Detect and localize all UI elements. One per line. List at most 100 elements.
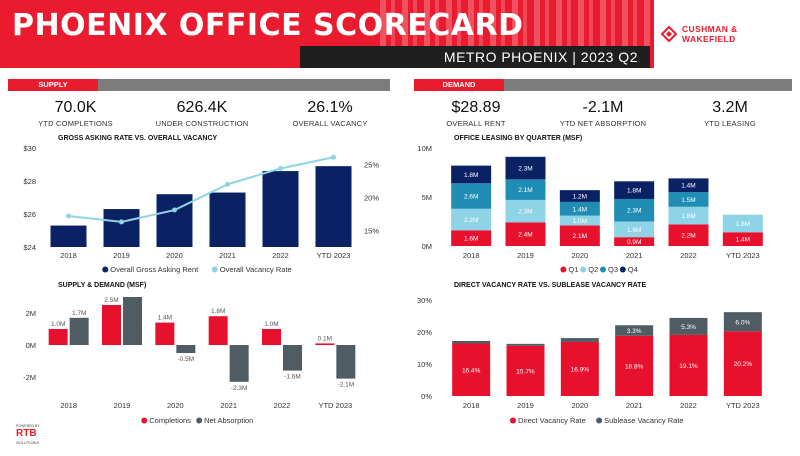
y-tick-label: 0%	[421, 392, 432, 401]
data-label: 19.1%	[679, 363, 698, 370]
kpi-label: YTD LEASING	[704, 119, 756, 128]
x-tick-label: 2022	[272, 251, 289, 260]
bar-completions	[262, 329, 281, 345]
bar-direct-vacancy-rate	[506, 345, 545, 396]
data-label: 6.0%	[735, 319, 750, 326]
x-tick-label: 2018	[60, 401, 77, 410]
page-title: PHOENIX OFFICE SCORECARD	[12, 8, 524, 43]
kpi-ytd-net-absorption: -2.1M YTD NET ABSORPTION	[543, 99, 663, 128]
x-tick-label: 2018	[463, 401, 480, 410]
y-tick-label: $30	[23, 144, 36, 153]
data-label: -2.1M	[338, 382, 355, 389]
badge-line3: SOLUTIONS	[16, 440, 40, 445]
bar-q2	[614, 221, 655, 238]
x-tick-label: 2019	[517, 251, 534, 260]
data-label: -1.6M	[284, 374, 301, 381]
data-label: 1.0M	[573, 218, 587, 225]
kpi-ytd-completions: 70.0K YTD COMPLETIONS	[18, 99, 133, 128]
legend-marker	[600, 266, 606, 273]
data-label: 1.8M	[211, 308, 225, 315]
data-label: 1.0M	[51, 321, 65, 328]
bar-completions	[102, 305, 121, 345]
vacancy-line	[68, 156, 334, 223]
data-label: 1.6M	[627, 227, 641, 234]
kpi-ytd-leasing: 3.2M YTD LEASING	[670, 99, 790, 128]
bar-sublease-vacancy-rate	[560, 338, 599, 342]
data-label: 1.4M	[681, 183, 695, 190]
demand-section-bar: DEMAND	[414, 79, 792, 91]
legend-label: Overall Vacancy Rate	[220, 265, 292, 274]
data-label: 1.0M	[264, 321, 278, 328]
bar-rent	[156, 194, 193, 247]
bar-q3	[505, 179, 546, 200]
legend-marker	[102, 266, 109, 273]
legend-label: Net Absorption	[204, 416, 253, 425]
y-tick-label: $26	[23, 210, 36, 219]
x-tick-label: 2018	[60, 251, 77, 260]
x-tick-label: 2020	[571, 401, 588, 410]
kpi-value: $28.89	[451, 99, 501, 116]
y-tick-label: $24	[23, 243, 36, 252]
bar-q2	[451, 208, 492, 231]
data-label: 1.4M	[573, 206, 587, 213]
bar-q1	[668, 224, 709, 246]
x-tick-label: 2021	[219, 251, 236, 260]
data-label: 3.3%	[627, 328, 642, 335]
bar-net-absorption	[123, 297, 142, 345]
vacancy-point	[331, 154, 336, 160]
y-tick-label: -2M	[23, 373, 36, 382]
y2-tick-label: 20%	[364, 194, 379, 203]
vacancy-point	[66, 213, 71, 219]
bar-net-absorption	[283, 345, 302, 371]
header-banner: PHOENIX OFFICE SCORECARD METRO PHOENIX |…	[0, 0, 800, 68]
bar-direct-vacancy-rate	[723, 331, 762, 396]
logo-line2: WAKEFIELD	[682, 34, 736, 44]
legend-marker	[141, 417, 148, 424]
x-tick-label: 2021	[220, 401, 237, 410]
badge-line1: POWERED BY	[16, 424, 40, 428]
bar-q1	[559, 225, 600, 246]
kpi-value: 3.2M	[712, 99, 748, 116]
legend-label: Q3	[608, 265, 618, 274]
y-tick-label: $28	[23, 177, 36, 186]
legend-marker	[619, 266, 626, 273]
bar-sublease-vacancy-rate	[452, 340, 491, 344]
bar-q3	[614, 198, 655, 222]
data-label: 2.2M	[681, 233, 695, 240]
bar-direct-vacancy-rate	[615, 335, 654, 396]
data-label: 16.4%	[462, 367, 481, 374]
data-label: 2.1M	[518, 187, 532, 194]
logo-line1: CUSHMAN &	[682, 24, 738, 34]
data-label: 16.9%	[571, 366, 590, 373]
data-label: 20.2%	[734, 361, 753, 368]
data-label: 1.8M	[736, 221, 750, 228]
legend-label: Q2	[588, 265, 598, 274]
x-tick-label: YTD 2023	[726, 401, 760, 410]
supply-section-label: SUPPLY	[38, 80, 68, 89]
bar-q3	[559, 201, 600, 216]
bar-net-absorption	[176, 345, 196, 353]
x-tick-label: 2019	[114, 401, 131, 410]
bar-net-absorption	[69, 317, 89, 345]
bar-sublease-vacancy-rate	[723, 312, 762, 332]
x-tick-label: 2022	[680, 401, 697, 410]
data-label: 1.6M	[464, 236, 478, 243]
x-tick-label: 2021	[626, 401, 643, 410]
y2-tick-label: 25%	[364, 161, 379, 170]
data-label: 1.8M	[464, 172, 478, 179]
legend-label: Overall Gross Asking Rent	[110, 265, 199, 274]
bar-q4	[668, 178, 709, 193]
vacancy-point	[278, 165, 283, 171]
data-label: 1.5M	[681, 197, 695, 204]
chart-title-supply-demand: SUPPLY & DEMAND (MSF)	[58, 282, 147, 289]
bar-q1	[505, 222, 546, 246]
data-label: 2.1M	[573, 233, 587, 240]
data-label: 0.1M	[318, 335, 332, 342]
powered-by-badge: POWERED BY RTB SOLUTIONS	[16, 424, 50, 448]
legend-label: Q1	[568, 265, 578, 274]
bar-completions	[315, 343, 335, 345]
legend-label: Q4	[628, 265, 638, 274]
x-tick-label: 2022	[274, 401, 291, 410]
x-tick-label: 2020	[571, 251, 588, 260]
chart-title-leasing-quarter: OFFICE LEASING BY QUARTER (MSF)	[454, 135, 583, 142]
